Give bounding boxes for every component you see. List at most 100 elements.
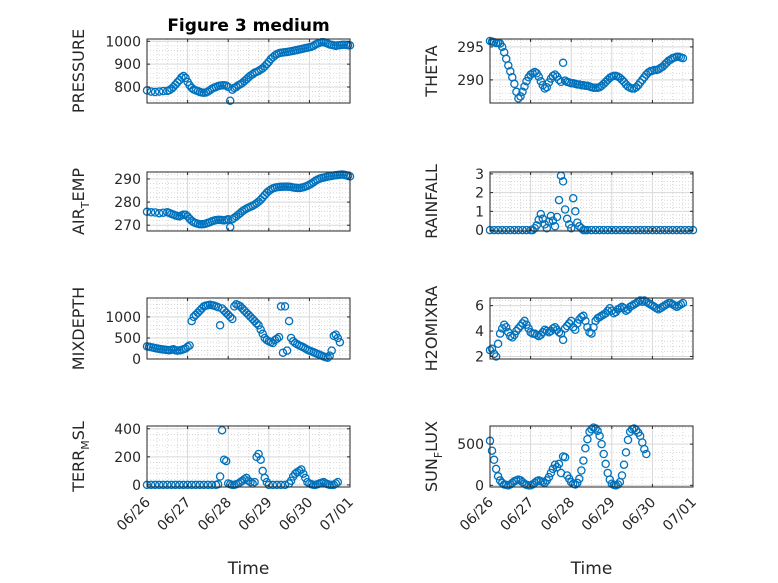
subplot-theta: 290 295 THETA	[422, 36, 694, 104]
data-point	[554, 195, 564, 205]
y-tick-label: 295	[457, 40, 484, 56]
data-point	[199, 480, 209, 490]
y-tick-label: 1000	[105, 310, 141, 326]
y-axis-label-main: H2OMIXRA	[422, 286, 441, 372]
data-point	[278, 348, 288, 357]
data-point	[536, 76, 546, 86]
data-point	[282, 346, 292, 355]
data-point	[560, 205, 570, 214]
data-point	[548, 324, 558, 333]
data-point	[327, 346, 336, 355]
y-tick-label: 4	[475, 324, 484, 340]
data-point	[299, 469, 308, 478]
data-point	[264, 480, 274, 490]
data-point	[175, 480, 184, 490]
data-point	[506, 331, 515, 341]
data-point	[183, 480, 192, 490]
y-tick-label: 290	[457, 73, 484, 89]
data-point	[487, 344, 497, 354]
data-point	[623, 435, 633, 445]
data-point	[493, 339, 503, 349]
data-point	[177, 73, 186, 82]
data-point	[597, 439, 606, 449]
data-point	[560, 453, 570, 462]
data-point	[544, 217, 554, 226]
data-point	[195, 480, 205, 490]
x-tick-label: 06/28	[538, 495, 578, 535]
y-axis-label-post: SL	[69, 421, 88, 440]
data-point	[187, 316, 196, 326]
y-tick-label: 1	[475, 204, 484, 220]
data-point	[668, 225, 677, 235]
y-tick-label: 800	[114, 80, 141, 96]
y-axis-label: RAINFALL	[422, 164, 441, 239]
data-point	[499, 320, 509, 329]
y-axis-label-main: SUN	[422, 458, 441, 492]
data-point	[562, 214, 572, 224]
data-point	[260, 473, 269, 483]
data-point	[605, 475, 615, 484]
y-tick-label: 0	[475, 223, 484, 239]
x-tick-label: 06/28	[195, 495, 235, 535]
x-tick-label: 06/30	[619, 495, 659, 535]
data-point	[568, 193, 578, 203]
data-point	[213, 479, 223, 489]
data-point	[562, 321, 572, 331]
subplot-sunlux: 0 500 06/26 06/27 06/28 06/29 06/30 07/01 SUNFLU…	[422, 421, 700, 579]
x-tick-label: 06/27	[155, 495, 195, 535]
data-point	[154, 480, 164, 490]
data-point	[546, 468, 556, 478]
data-point	[571, 207, 580, 216]
data-point	[284, 316, 294, 326]
data-point	[514, 324, 523, 333]
data-point	[613, 480, 623, 489]
data-point	[558, 335, 568, 345]
data-point	[252, 318, 261, 328]
data-point	[635, 296, 645, 305]
axes-frame	[146, 38, 351, 104]
data-point	[538, 328, 548, 337]
data-point	[497, 42, 507, 52]
data-point	[664, 225, 673, 235]
axes-frame	[489, 297, 694, 360]
data-point	[181, 73, 190, 83]
axes-frame	[489, 425, 694, 488]
data-point	[518, 225, 527, 235]
data-point	[489, 455, 499, 465]
y-axis-label: MIXDEPTH	[69, 287, 88, 370]
y-axis-label: H2OMIXRA	[422, 286, 441, 372]
y-axis-label: SUNFLUX	[422, 421, 445, 492]
data-point	[619, 225, 629, 235]
y-axis-label-sub: F	[432, 452, 445, 458]
data-point	[297, 465, 306, 474]
data-point	[272, 334, 282, 344]
data-point	[583, 322, 592, 332]
data-point	[617, 471, 627, 480]
data-point	[276, 480, 286, 490]
data-point	[585, 328, 594, 337]
data-point	[615, 225, 625, 235]
data-point	[662, 300, 671, 309]
data-point	[601, 459, 610, 469]
data-point	[656, 225, 665, 235]
data-point	[577, 223, 586, 233]
data-point	[532, 221, 541, 230]
data-point	[579, 311, 588, 321]
data-point	[173, 78, 182, 87]
x-tick-label: 06/26	[114, 494, 154, 534]
data-point	[518, 319, 527, 328]
data-point	[333, 477, 343, 487]
data-point	[591, 225, 600, 235]
data-point	[256, 455, 265, 464]
data-point	[670, 301, 679, 310]
data-point	[554, 459, 564, 469]
data-point	[560, 324, 570, 333]
data-point	[619, 460, 629, 469]
data-point	[558, 177, 568, 186]
data-point	[642, 449, 651, 459]
data-point	[676, 300, 686, 309]
data-point	[493, 225, 503, 235]
data-point	[546, 211, 556, 221]
y-tick-label: 280	[114, 195, 141, 211]
data-point	[329, 331, 339, 341]
